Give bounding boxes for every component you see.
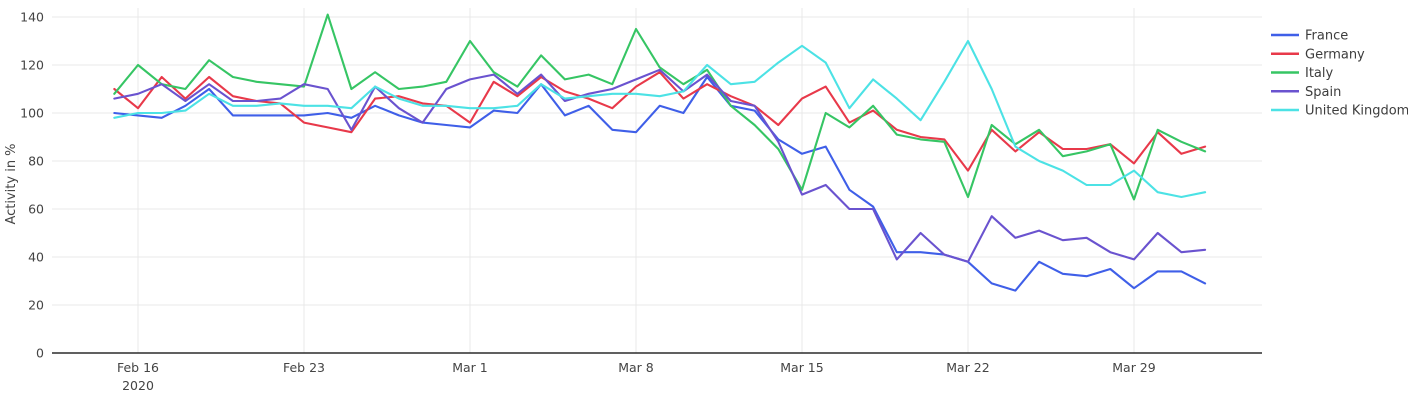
x-tick-label-mar-15: Mar 15: [780, 360, 823, 375]
legend-item-united-kingdom[interactable]: United Kingdom: [1271, 104, 1408, 119]
legend-label-spain: Spain: [1305, 85, 1341, 100]
legend-label-italy: Italy: [1305, 66, 1334, 81]
legend-label-united-kingdom: United Kingdom: [1305, 104, 1408, 119]
legend-item-france[interactable]: France: [1271, 29, 1348, 44]
series-line-france[interactable]: [113, 75, 1207, 292]
x-tick-label-mar-1: Mar 1: [452, 360, 488, 375]
y-tick-label-0: 0: [36, 346, 44, 361]
legend-item-italy[interactable]: Italy: [1271, 66, 1334, 81]
y-tick-label-60: 60: [28, 202, 44, 217]
y-tick-label-80: 80: [28, 154, 44, 169]
y-axis-title: Activity in %: [4, 143, 19, 224]
x-tick-sublabel-year: 2020: [122, 378, 154, 393]
y-tick-label-40: 40: [28, 250, 44, 265]
legend-label-germany: Germany: [1305, 47, 1365, 62]
series-layer: [113, 13, 1207, 292]
axis-layer: 0 20 40 60 80 100 120 140 Feb 16 2020 Feb 23 Mar 1 M…: [20, 10, 1262, 393]
x-tick-label-feb-16: Feb 16: [117, 360, 159, 375]
legend-item-spain[interactable]: Spain: [1271, 85, 1341, 100]
x-tick-label-mar-8: Mar 8: [618, 360, 654, 375]
y-tick-label-120: 120: [20, 58, 44, 73]
y-tick-label-20: 20: [28, 298, 44, 313]
x-tick-label-feb-23: Feb 23: [283, 360, 325, 375]
legend: France Germany Italy Spain United Kingdom: [1271, 29, 1408, 119]
y-tick-label-100: 100: [20, 106, 44, 121]
series-line-spain[interactable]: [113, 68, 1207, 263]
series-line-italy[interactable]: [113, 13, 1207, 201]
legend-label-france: France: [1305, 29, 1348, 44]
x-tick-label-mar-29: Mar 29: [1112, 360, 1156, 375]
x-tick-label-mar-22: Mar 22: [946, 360, 989, 375]
series-line-germany[interactable]: [113, 71, 1207, 172]
legend-item-germany[interactable]: Germany: [1271, 47, 1365, 62]
series-line-united-kingdom[interactable]: [113, 39, 1207, 199]
y-tick-label-140: 140: [20, 10, 44, 25]
